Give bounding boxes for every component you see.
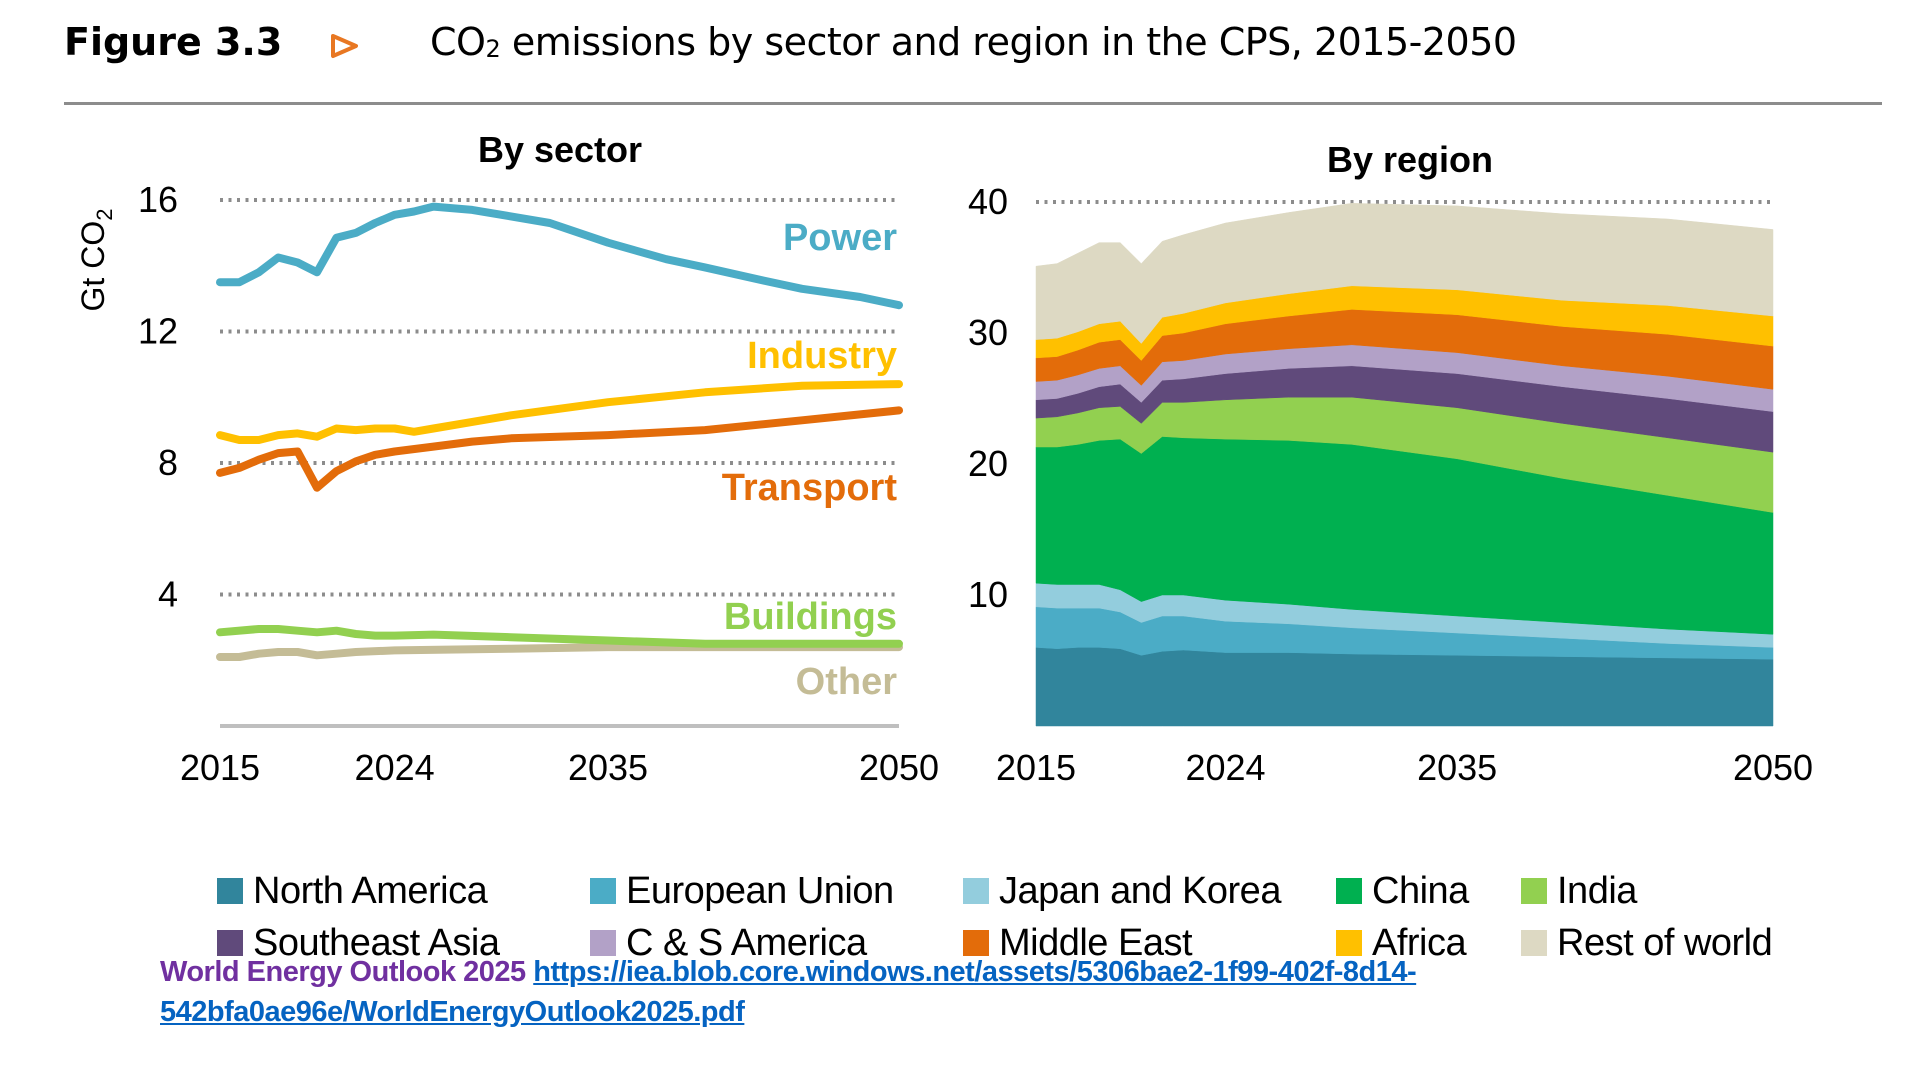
y-tick-label: 20	[968, 443, 1008, 484]
y-axis-label-main: Gt CO	[75, 221, 111, 312]
title-divider	[64, 102, 1882, 105]
y-tick-label: 40	[968, 181, 1008, 222]
x-tick-label: 2024	[355, 747, 435, 788]
legend-swatch	[217, 878, 243, 904]
legend-item-southeast-asia: Southeast Asia	[217, 922, 500, 964]
legend-item-north-america: North America	[217, 869, 488, 912]
legend-item-rest-of-world: Rest of world	[1521, 921, 1773, 964]
legend-label: Rest of world	[1557, 921, 1773, 964]
series-label-other: Other	[796, 661, 898, 703]
legend-item-india: India	[1521, 870, 1637, 912]
title-prefix: CO	[430, 20, 486, 64]
y-tick-label: 16	[138, 179, 178, 220]
legend-item-european-union: European Union	[590, 870, 894, 912]
chart-by-sector: By sector 4 8 12 16 2015 2024 2035 2050 Gt CO2 Pow…	[75, 129, 939, 788]
x-tick-label: 2015	[996, 747, 1076, 788]
legend-swatch	[963, 878, 989, 904]
series-line-buildings	[216, 625, 903, 648]
y-tick-label: 4	[158, 574, 178, 615]
title-subscript: 2	[485, 35, 501, 63]
legend-swatch	[1521, 930, 1547, 956]
title-rest: emissions by sector and region in the CP…	[500, 20, 1517, 64]
series-label-industry: Industry	[747, 335, 897, 377]
legend-item-africa: Africa	[1336, 921, 1467, 964]
legend-label: Africa	[1372, 921, 1467, 964]
legend-item-middle-east: Middle East	[963, 921, 1193, 964]
source-link-line2: 542bfa0ae96e/WorldEnergyOutlook2025.pdf	[160, 996, 745, 1028]
series-line-industry	[216, 380, 903, 444]
series-line-transport	[216, 406, 903, 492]
series-line-other	[216, 643, 903, 661]
right-triangle-icon	[331, 34, 358, 58]
legend-swatch	[590, 930, 616, 956]
y-axis-label: Gt CO2	[75, 209, 117, 312]
y-tick-label: 10	[968, 574, 1008, 615]
chart-title: By sector	[478, 129, 642, 170]
figure-title: CO2 emissions by sector and region in th…	[430, 20, 1517, 64]
source-footer: World Energy Outlook 2025 https://iea.bl…	[160, 952, 1660, 1032]
legend-item-china: China	[1336, 870, 1469, 912]
series-label-power: Power	[783, 217, 897, 259]
y-tick-label: 12	[138, 311, 178, 352]
legend-label: Japan and Korea	[999, 869, 1281, 912]
legend-label: C & S America	[626, 921, 867, 964]
chart-by-region: By region 10 20 30 40 2015 2024 2035 2050	[968, 139, 1813, 788]
source-link[interactable]: https://iea.blob.core.windows.net/assets…	[160, 956, 1417, 1028]
source-label: World Energy Outlook 2025	[160, 956, 526, 988]
legend-label: North America	[253, 869, 488, 912]
area-north-america	[1035, 647, 1774, 727]
legend-item-japan-and-korea: Japan and Korea	[963, 870, 1281, 912]
legend-label: Southeast Asia	[253, 921, 500, 964]
legend-item-c-s-america: C & S America	[590, 922, 867, 964]
y-axis-label-subscript: 2	[92, 209, 117, 221]
legend-swatch	[590, 878, 616, 904]
region-legend: North America European Union Japan and Kor…	[217, 870, 1817, 980]
legend-swatch	[1336, 878, 1362, 904]
x-tick-label: 2035	[568, 747, 648, 788]
y-tick-label: 8	[158, 442, 178, 483]
chart-title: By region	[1327, 139, 1493, 180]
legend-swatch	[963, 930, 989, 956]
series-label-buildings: Buildings	[724, 596, 897, 638]
legend-label: Middle East	[999, 921, 1193, 964]
x-tick-label: 2024	[1185, 747, 1265, 788]
figure-number: Figure 3.3	[64, 20, 283, 64]
legend-swatch	[1336, 930, 1362, 956]
legend-label: China	[1372, 869, 1469, 912]
x-tick-label: 2035	[1417, 747, 1497, 788]
series-line-power	[216, 202, 903, 310]
source-link-line1: https://iea.blob.core.windows.net/assets…	[533, 956, 1417, 988]
legend-swatch	[1521, 878, 1547, 904]
y-tick-label: 30	[968, 312, 1008, 353]
x-tick-label: 2050	[859, 747, 939, 788]
series-label-transport: Transport	[722, 467, 898, 509]
x-tick-label: 2015	[180, 747, 260, 788]
area-rest-of-world	[1035, 203, 1774, 344]
legend-swatch	[217, 930, 243, 956]
legend-label: European Union	[626, 869, 894, 912]
legend-label: India	[1557, 869, 1637, 912]
x-tick-label: 2050	[1733, 747, 1813, 788]
